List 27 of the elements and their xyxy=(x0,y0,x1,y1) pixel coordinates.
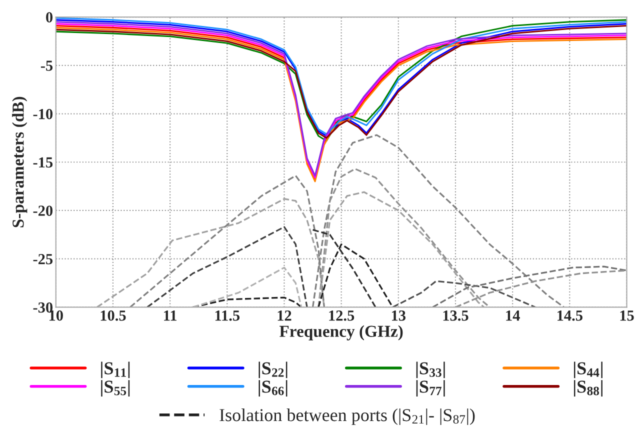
legend-label: |S$_{33}$| xyxy=(416,362,445,378)
y-tick-label: -25 xyxy=(33,254,53,264)
legend-label: |S$_{11}$| xyxy=(101,362,130,378)
x-tick-label: 11 xyxy=(164,310,176,321)
legend-label: |S$_{88}$| xyxy=(574,380,602,397)
legend-label: |S$_{77}$| xyxy=(416,380,445,397)
x-tick-label: 12.5 xyxy=(329,310,354,321)
y-tick-label: -15 xyxy=(33,157,53,168)
x-tick-label: 14 xyxy=(506,310,520,321)
x-tick-label: 11.5 xyxy=(215,310,240,321)
legend-label: |S$_{44}$| xyxy=(574,362,602,378)
y-tick-label: 0 xyxy=(46,12,53,22)
y-tick-label: -5 xyxy=(40,60,53,71)
x-tick-label: 10.5 xyxy=(100,310,126,321)
x-tick-label: 13 xyxy=(392,310,406,321)
y-tick-label: -10 xyxy=(33,108,53,120)
x-tick-label: 12 xyxy=(278,310,292,321)
x-tick-label: 13.5 xyxy=(443,310,468,321)
legend-label: |S$_{66}$| xyxy=(258,380,288,397)
x-tick-label: 15 xyxy=(620,310,634,321)
legend-label: |S$_{22}$| xyxy=(258,362,288,378)
legend-label: Isolation between ports (|S$_{21}$|- |S$_{87}$|) xyxy=(220,408,475,425)
y-tick-label: -20 xyxy=(33,206,53,216)
x-tick-label: 14.5 xyxy=(558,310,582,321)
x-axis-title: Frequency (GHz) xyxy=(279,325,403,340)
y-axis-title: S-parameters (dB) xyxy=(12,96,28,228)
legend-label: |S$_{55}$| xyxy=(101,380,130,397)
